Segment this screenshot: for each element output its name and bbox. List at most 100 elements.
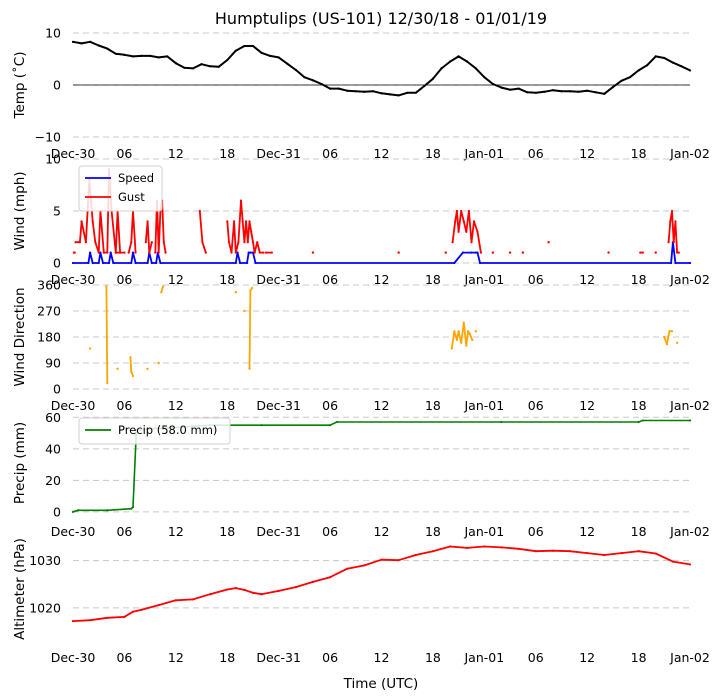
wind-series-gust-point: [201, 241, 204, 244]
wind-series-gust-point: [251, 241, 255, 244]
precip-legend-box: [78, 417, 231, 445]
wind-series-gust-point: [78, 241, 81, 244]
temp-series-temp-point: [311, 79, 315, 82]
precip-x-tick-label: 18: [425, 524, 441, 539]
wind-series-gust-point: [241, 220, 244, 223]
altimeter-series-altimeter-point: [251, 591, 255, 594]
direction-series-direction-point: [668, 330, 671, 333]
wind-y-tick-label: 0: [53, 256, 61, 271]
temp-x-tick-label: 18: [631, 146, 647, 161]
wind-series-gust-point: [233, 220, 236, 223]
precip-x-tick-label: Jan-02: [669, 524, 710, 539]
direction-series-direction-point: [105, 285, 108, 288]
temp-series-temp-point: [500, 86, 503, 89]
direction-series-direction-point: [116, 367, 119, 370]
temp-series-temp-point: [97, 44, 100, 47]
temp-series-temp-point: [71, 40, 75, 43]
wind-series-gust-point: [148, 251, 151, 254]
wind-series-gust-point: [669, 220, 672, 223]
altimeter-x-tick-label: 12: [579, 650, 595, 665]
temp-series-temp-point: [603, 92, 606, 95]
wind-series-gust-point: [162, 241, 165, 244]
wind-x-tick-label: 12: [579, 272, 595, 287]
wind-x-tick-label: 18: [631, 272, 647, 287]
wind-series-gust-point: [157, 251, 160, 254]
wind-series-gust-point: [670, 209, 674, 213]
wind-series-gust-point: [119, 251, 122, 254]
altimeter-x-tick-label: 18: [425, 650, 441, 665]
wind-series-gust-point: [154, 251, 157, 254]
direction-x-tick-label: 12: [374, 398, 390, 413]
altimeter-series-altimeter-point: [654, 552, 657, 555]
wind-series-speed-point: [674, 261, 677, 265]
direction-series-direction-segment: [129, 357, 134, 377]
wind-series-gust-point: [239, 199, 243, 202]
altimeter-series-altimeter-point: [397, 559, 400, 562]
wind-series-gust-point: [470, 241, 473, 244]
direction-series-direction-point: [460, 341, 463, 344]
temp-series-temp-point: [517, 87, 520, 90]
temp-x-tick-label: 06: [322, 146, 338, 161]
temp-series-temp-point: [89, 40, 92, 43]
temp-series-temp-point: [303, 76, 306, 79]
direction-x-tick-label: 18: [219, 398, 235, 413]
direction-series-direction-point: [251, 286, 254, 289]
altimeter-series-altimeter-point: [671, 560, 674, 563]
temp-series-temp-point: [234, 49, 237, 52]
wind-series-gust-point: [674, 220, 677, 223]
temp-x-tick-label: 12: [579, 146, 595, 161]
wind-x-tick-label: 12: [168, 272, 184, 287]
temp-series-temp-point: [174, 62, 177, 65]
direction-series-direction-point: [466, 330, 470, 333]
direction-x-tick-label: 18: [631, 398, 647, 413]
wind-series-speed-point: [71, 261, 75, 265]
temp-x-tick-label: Jan-01: [463, 146, 504, 161]
temp-series-temp-point: [140, 54, 143, 57]
temp-series-temp-point: [483, 76, 486, 79]
altimeter-series-altimeter-point: [603, 553, 606, 557]
wind-series-gust-point: [80, 220, 83, 223]
altimeter-series-altimeter-point: [688, 563, 692, 566]
wind-series-speed-point: [688, 261, 692, 265]
wind-series-gust-point: [607, 251, 610, 254]
wind-series-gust-point: [676, 251, 679, 254]
precip-y-tick-label: 0: [53, 504, 61, 519]
direction-x-tick-label: Jan-02: [669, 398, 710, 413]
altimeter-series-altimeter-point: [466, 546, 469, 549]
wind-series-speed-point: [670, 261, 673, 265]
wind-series-gust-point: [547, 241, 550, 244]
temp-series-temp-point: [251, 44, 255, 48]
altimeter-series-altimeter-point: [89, 619, 92, 622]
temp-series-temp-point: [106, 47, 109, 50]
precip-series-precip-point: [335, 420, 339, 424]
altimeter-x-tick-label: 06: [528, 650, 544, 665]
temp-series-temp-point: [440, 67, 443, 70]
direction-series-direction-point: [675, 341, 679, 344]
altimeter-series-altimeter-point: [140, 608, 143, 611]
wind-series-gust-point: [73, 251, 76, 254]
direction-series-direction-segment: [663, 330, 672, 346]
altimeter-series-altimeter-point: [157, 603, 160, 607]
wind-series-gust-point: [237, 241, 240, 244]
temp-series-temp-point: [157, 56, 160, 59]
temp-series-temp-point: [543, 90, 546, 93]
direction-series-direction-point: [157, 361, 160, 365]
wind-series-gust-point: [455, 209, 459, 213]
altimeter-series-altimeter-point: [346, 567, 349, 570]
temp-x-tick-label: Dec-30: [51, 146, 96, 161]
wind-series-gust-point: [521, 251, 525, 254]
direction-series-direction-point: [468, 333, 471, 336]
temp-x-tick-label: 12: [168, 146, 184, 161]
wind-series-speed-point: [251, 251, 255, 254]
direction-y-tick-label: 270: [37, 304, 61, 319]
temp-series-temp-point: [551, 89, 554, 92]
altimeter-x-tick-label: Dec-30: [51, 650, 96, 665]
temp-series-temp-point: [114, 52, 117, 55]
wind-series-speed-point: [476, 251, 479, 254]
wind-series-speed-point: [97, 261, 100, 265]
altimeter-x-tick-label: 06: [322, 650, 338, 665]
wind-series-gust-point: [134, 251, 137, 254]
temp-series-temp-point: [166, 55, 169, 58]
